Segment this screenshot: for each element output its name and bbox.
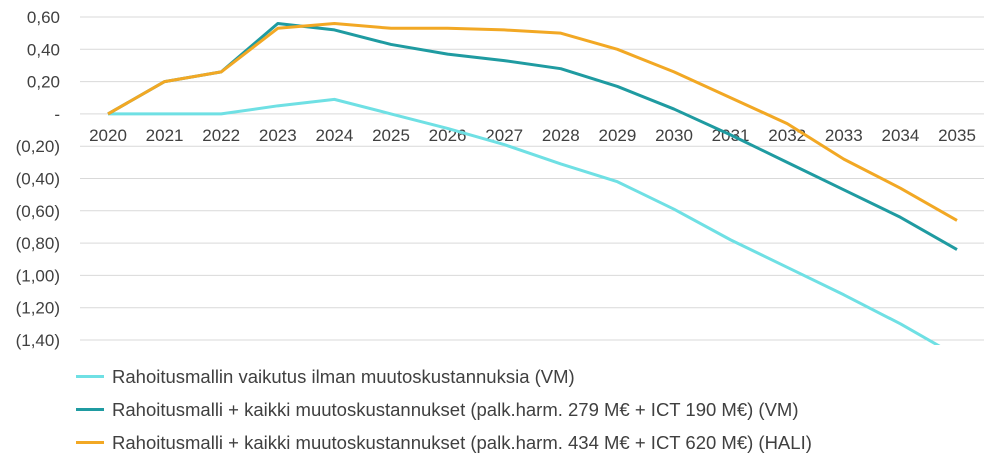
- x-tick-label: 2024: [315, 126, 353, 145]
- legend-item-3: Rahoitusmalli + kaikki muutoskustannukse…: [76, 426, 812, 459]
- y-tick-label: (0,20): [16, 137, 60, 156]
- y-tick-label: (0,60): [16, 202, 60, 221]
- series-line-3: [107, 21, 958, 222]
- x-tick-label: 2029: [598, 126, 636, 145]
- x-tick-label: 2028: [542, 126, 580, 145]
- legend-item-2: Rahoitusmalli + kaikki muutoskustannukse…: [76, 393, 812, 426]
- gridlines: [80, 16, 984, 341]
- x-tick-label: 2035: [938, 126, 976, 145]
- x-tick-label: 2020: [89, 126, 127, 145]
- y-axis-ticks: 0,60 0,40 0,20 - (0,20) (0,40) (0,60) (0,80) (1,…: [16, 8, 60, 350]
- x-tick-label: 2023: [259, 126, 297, 145]
- line-chart: 0,60 0,40 0,20 - (0,20) (0,40) (0,60) (0,80) (1,…: [16, 8, 984, 350]
- chart-legend: Rahoitusmallin vaikutus ilman muutoskust…: [76, 360, 812, 459]
- x-tick-label: 2021: [146, 126, 184, 145]
- y-tick-label: 0,60: [27, 8, 60, 27]
- x-tick-label: 2034: [881, 126, 919, 145]
- y-tick-label: (0,80): [16, 234, 60, 253]
- y-tick-label: (1,00): [16, 266, 60, 285]
- legend-swatch: [76, 408, 104, 411]
- x-tick-label: 2032: [768, 126, 806, 145]
- legend-label: Rahoitusmalli + kaikki muutoskustannukse…: [112, 431, 812, 453]
- legend-label: Rahoitusmallin vaikutus ilman muutoskust…: [112, 365, 575, 387]
- x-axis-ticks: 2020 2021 2022 2023 2024 2025 2026 2027 2028 2029…: [89, 126, 976, 145]
- legend-swatch: [76, 441, 104, 444]
- y-tick-label: -: [54, 105, 60, 124]
- legend-item-1: Rahoitusmallin vaikutus ilman muutoskust…: [76, 360, 812, 393]
- y-tick-label: (1,40): [16, 331, 60, 350]
- x-tick-label: 2027: [485, 126, 523, 145]
- x-tick-label: 2030: [655, 126, 693, 145]
- y-tick-label: 0,40: [27, 40, 60, 59]
- y-tick-label: 0,20: [27, 73, 60, 92]
- series-lines: [107, 21, 958, 345]
- series-line-1: [108, 97, 941, 345]
- x-tick-label: 2025: [372, 126, 410, 145]
- y-tick-label: (0,40): [16, 170, 60, 189]
- legend-swatch: [76, 375, 104, 378]
- x-tick-label: 2022: [202, 126, 240, 145]
- x-tick-label: 2033: [825, 126, 863, 145]
- y-tick-label: (1,20): [16, 299, 60, 318]
- legend-label: Rahoitusmalli + kaikki muutoskustannukse…: [112, 398, 799, 420]
- series-line-2: [107, 21, 958, 251]
